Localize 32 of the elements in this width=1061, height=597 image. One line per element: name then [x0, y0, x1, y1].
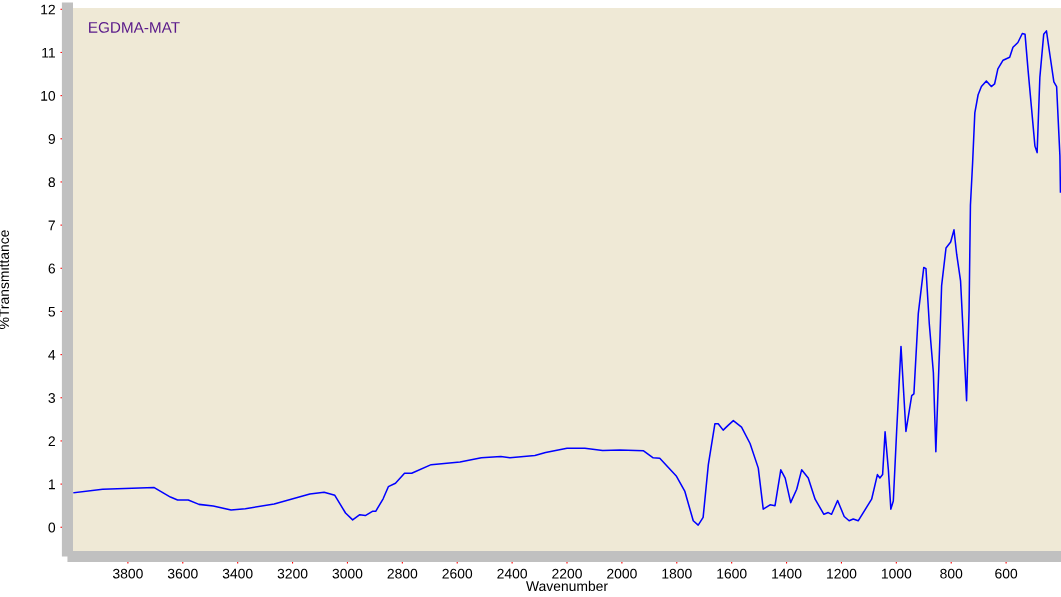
x-tick-label: 3000 — [332, 568, 363, 579]
y-tick-label: 4 — [48, 350, 56, 360]
y-tick-label: 3 — [48, 393, 56, 403]
y-tick-label: 7 — [48, 220, 55, 231]
x-tick-label: 2000 — [607, 568, 637, 579]
x-tick-label: 2600 — [442, 568, 473, 579]
x-axis-title: Wavenumber — [526, 580, 608, 592]
x-tick-label: 3200 — [277, 568, 308, 579]
y-tick-label: 0 — [48, 522, 56, 533]
y-tick-label: 12 — [41, 4, 55, 15]
x-tick-label: 2800 — [387, 568, 418, 579]
x-tick-label: 1800 — [662, 568, 692, 579]
y-tick-label: 11 — [42, 47, 55, 58]
x-tick-label: 2400 — [497, 568, 528, 579]
x-tick-label: 3800 — [112, 568, 143, 579]
x-tick-label: 1400 — [772, 568, 802, 579]
x-tick-label: 2200 — [552, 568, 582, 579]
x-tick-label: 3600 — [167, 568, 198, 579]
y-tick-label: 10 — [41, 90, 56, 101]
y-tick-label: 6 — [48, 263, 56, 274]
x-tick-label: 1200 — [827, 568, 857, 579]
y-tick-label: 5 — [48, 306, 56, 317]
y-tick-label: 9 — [48, 134, 55, 144]
y-tick-label: 1 — [48, 479, 55, 490]
annotation: EGDMA-MAT — [89, 21, 180, 33]
x-tick-label: 1600 — [717, 568, 747, 579]
y-tick-label: 2 — [48, 436, 55, 446]
y-tick-label: 8 — [48, 177, 56, 188]
x-tick-label: 3400 — [222, 568, 253, 579]
x-tick-label: 1000 — [881, 568, 912, 579]
x-tick-label: 600 — [995, 568, 1018, 579]
x-tick-label: 800 — [940, 568, 963, 579]
